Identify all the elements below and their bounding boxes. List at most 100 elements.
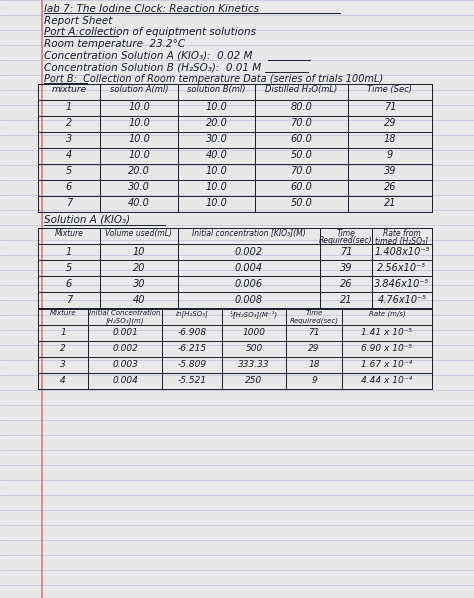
Text: 2.56x10⁻⁵: 2.56x10⁻⁵ [377,263,427,273]
Text: 50.0: 50.0 [291,198,312,208]
Text: 1: 1 [60,328,66,337]
Text: 71: 71 [340,247,352,257]
Text: -6.908: -6.908 [177,328,207,337]
Text: 29: 29 [384,118,396,128]
Text: 80.0: 80.0 [291,102,312,112]
Text: 0.002: 0.002 [235,247,263,257]
Text: 333.33: 333.33 [238,360,270,369]
Text: -5.521: -5.521 [177,376,207,385]
Text: 1: 1 [66,102,72,112]
Text: 1.67 x 10⁻⁴: 1.67 x 10⁻⁴ [362,360,412,369]
Text: 0.003: 0.003 [112,360,138,369]
Text: 1.41 x 10⁻⁵: 1.41 x 10⁻⁵ [362,328,412,337]
Text: Port A:collection of equiptment solutions: Port A:collection of equiptment solution… [44,27,256,37]
Text: Initial concentration [KIO₃](M): Initial concentration [KIO₃](M) [192,229,306,238]
Text: 4: 4 [66,150,72,160]
Text: 70.0: 70.0 [291,118,312,128]
Text: 0.004: 0.004 [112,376,138,385]
Text: solution A(ml): solution A(ml) [110,85,168,94]
Text: Time (Sec): Time (Sec) [367,85,412,94]
Text: Port B:  Collection of Room temperature Data (series of trials 100mL): Port B: Collection of Room temperature D… [44,74,383,84]
Text: 10.0: 10.0 [128,150,150,160]
Text: 26: 26 [384,182,396,192]
Text: 30: 30 [133,279,145,289]
Text: Initial Concentration: Initial Concentration [89,310,161,316]
Text: 20: 20 [133,263,145,273]
Text: mixture: mixture [52,85,87,94]
Text: ¹⁄[H₂SO₃](M⁻¹): ¹⁄[H₂SO₃](M⁻¹) [230,310,278,318]
Text: Time: Time [337,229,356,238]
Text: 5: 5 [66,166,72,176]
Text: 10.0: 10.0 [206,166,228,176]
Text: Time: Time [305,310,323,316]
Text: 10.0: 10.0 [128,118,150,128]
Text: 0.001: 0.001 [112,328,138,337]
Text: 4: 4 [60,376,66,385]
Text: 29: 29 [308,344,320,353]
Text: 6: 6 [66,279,72,289]
Text: 9: 9 [311,376,317,385]
Text: lab 7: The Iodine Clock: Reaction Kinetics: lab 7: The Iodine Clock: Reaction Kineti… [44,4,259,14]
Text: -5.809: -5.809 [177,360,207,369]
Text: 10: 10 [133,247,145,257]
Text: 10.0: 10.0 [128,134,150,144]
Text: timed [H₂SO₃]: timed [H₂SO₃] [375,236,428,245]
Text: 20.0: 20.0 [128,166,150,176]
Text: 5: 5 [66,263,72,273]
Text: 39: 39 [340,263,352,273]
Text: 70.0: 70.0 [291,166,312,176]
Text: 0.004: 0.004 [235,263,263,273]
Text: 6: 6 [66,182,72,192]
Text: Report Sheet: Report Sheet [44,16,112,26]
Text: 18: 18 [384,134,396,144]
Text: 9: 9 [387,150,393,160]
Text: Mixture: Mixture [50,310,76,316]
Text: 20.0: 20.0 [206,118,228,128]
Text: 7: 7 [66,198,72,208]
Text: Rate from: Rate from [383,229,421,238]
Text: Distilled H₂O(mL): Distilled H₂O(mL) [265,85,337,94]
Text: 6.90 x 10⁻⁵: 6.90 x 10⁻⁵ [362,344,412,353]
Text: Concentration Solution A (KIO₃):  0.02 M: Concentration Solution A (KIO₃): 0.02 M [44,51,253,61]
Text: ln[H₂SO₃]: ln[H₂SO₃] [176,310,209,317]
Text: 3: 3 [60,360,66,369]
Text: Required(sec): Required(sec) [319,236,373,245]
Text: 21: 21 [340,295,352,305]
Text: 4.76x10⁻⁵: 4.76x10⁻⁵ [377,295,427,305]
Text: Required(sec): Required(sec) [290,317,338,324]
Text: 0.006: 0.006 [235,279,263,289]
Text: 4.44 x 10⁻⁴: 4.44 x 10⁻⁴ [362,376,412,385]
Text: 40: 40 [133,295,145,305]
Text: 2: 2 [60,344,66,353]
Text: 3.846x10⁻⁵: 3.846x10⁻⁵ [374,279,430,289]
Text: 10.0: 10.0 [128,102,150,112]
Text: 500: 500 [246,344,263,353]
Text: Solution A (KIO₃): Solution A (KIO₃) [44,215,130,225]
Text: 30.0: 30.0 [128,182,150,192]
Text: solution B(ml): solution B(ml) [187,85,246,94]
Text: 60.0: 60.0 [291,134,312,144]
Text: 71: 71 [308,328,320,337]
Text: 1000: 1000 [243,328,265,337]
Text: -6.215: -6.215 [177,344,207,353]
Text: 250: 250 [246,376,263,385]
Text: Rate (m/s): Rate (m/s) [369,310,405,316]
Text: 10.0: 10.0 [206,102,228,112]
Text: 60.0: 60.0 [291,182,312,192]
Text: 18: 18 [308,360,320,369]
Text: Room temperature  23.2°C: Room temperature 23.2°C [44,39,185,49]
Text: 50.0: 50.0 [291,150,312,160]
Text: 0.002: 0.002 [112,344,138,353]
Text: Mixture: Mixture [55,229,83,238]
Text: Volume used(mL): Volume used(mL) [106,229,173,238]
Text: 1: 1 [66,247,72,257]
Text: 30.0: 30.0 [206,134,228,144]
Text: 10.0: 10.0 [206,182,228,192]
Text: 40.0: 40.0 [128,198,150,208]
Text: Concentration Solution B (H₂SO₃):  0.01 M: Concentration Solution B (H₂SO₃): 0.01 M [44,63,261,73]
Text: [H₂SO₃](m): [H₂SO₃](m) [106,317,144,324]
Text: 0.008: 0.008 [235,295,263,305]
Text: 40.0: 40.0 [206,150,228,160]
Text: 3: 3 [66,134,72,144]
Text: 10.0: 10.0 [206,198,228,208]
